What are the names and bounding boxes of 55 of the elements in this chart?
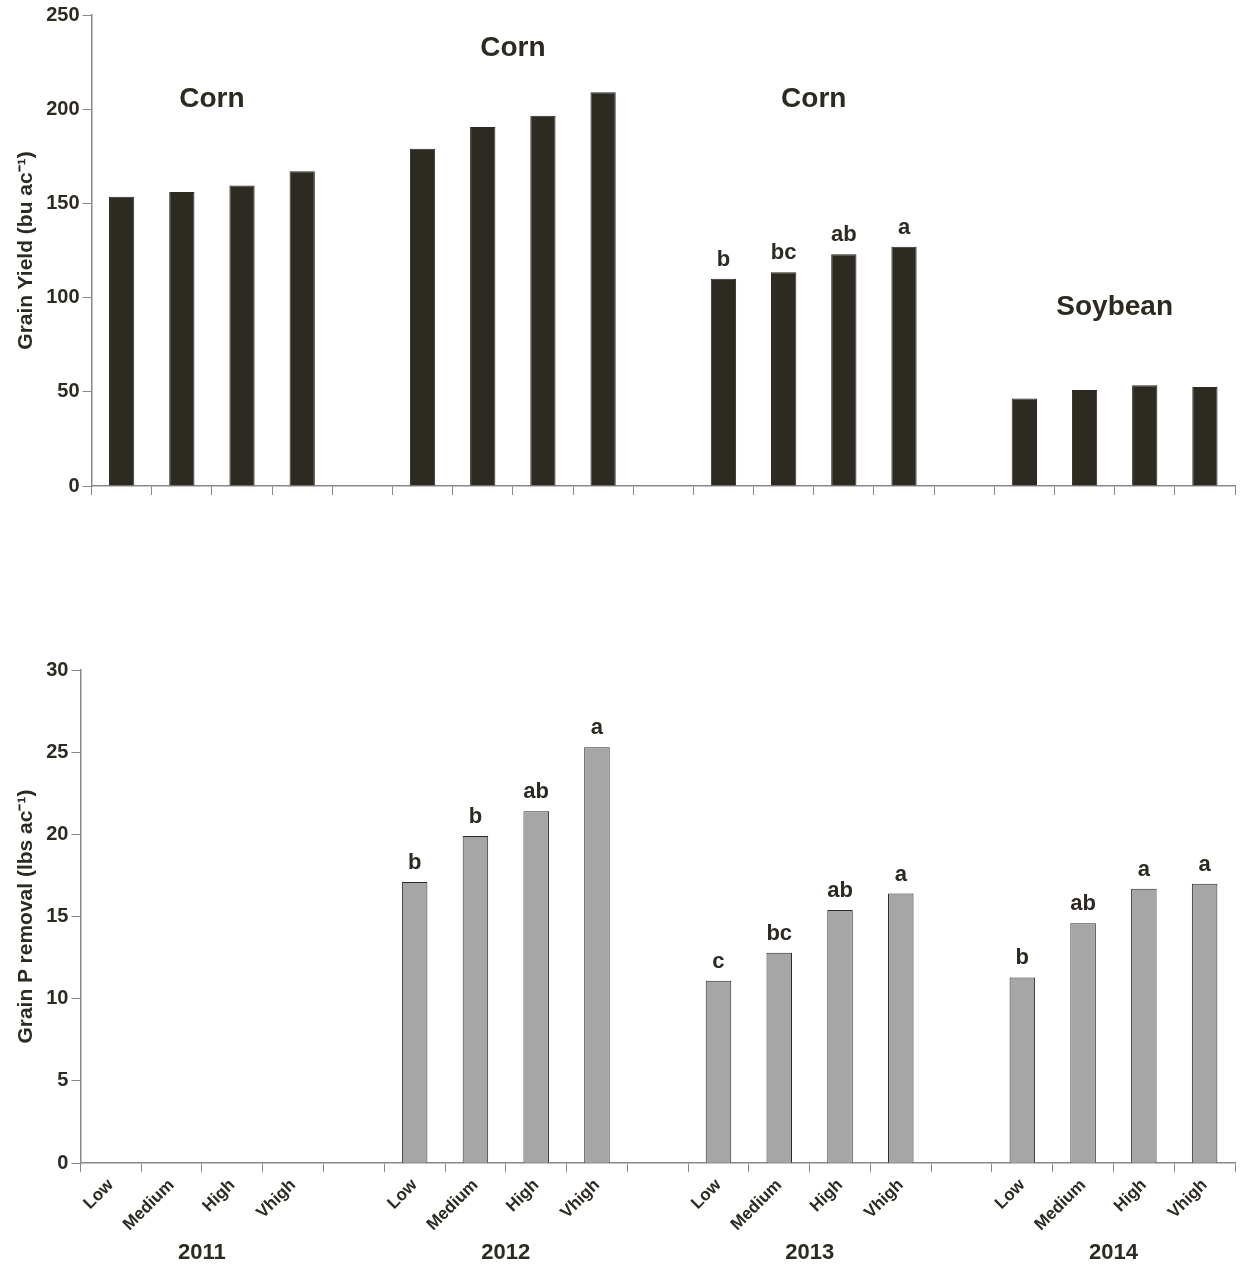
- annotation: Corn: [781, 82, 847, 114]
- y-tick-label: 10: [46, 986, 69, 1009]
- data-label: a: [897, 213, 911, 239]
- data-label: c: [712, 947, 725, 973]
- y-axis-title: Grain P removal (lbs ac⁻¹): [13, 789, 37, 1044]
- bar: [710, 278, 737, 486]
- annotation: Corn: [179, 82, 245, 114]
- text: 2014: [1088, 1239, 1139, 1265]
- data-label: a: [590, 714, 604, 740]
- bar: [771, 272, 797, 486]
- data-label: b: [1015, 944, 1030, 970]
- data-label: b: [407, 849, 422, 875]
- annotation: Corn: [480, 30, 546, 62]
- bar: [470, 127, 496, 486]
- y-axis-title: Grain Yield (bu ac⁻¹): [13, 151, 37, 350]
- data-label: ab: [523, 778, 550, 804]
- data-label: a: [1198, 850, 1212, 876]
- bar: [891, 246, 917, 486]
- text: 2011: [178, 1239, 226, 1265]
- bar: [831, 254, 857, 486]
- bar: [590, 92, 616, 486]
- y-tick-label: 15: [46, 904, 69, 927]
- annotation: Soybean: [1056, 289, 1173, 321]
- text: 2012: [481, 1239, 531, 1265]
- data-label: ab: [827, 877, 853, 903]
- data-label: ab: [1070, 890, 1096, 916]
- data-label: bc: [766, 919, 793, 945]
- y-tick-label: 150: [46, 190, 80, 213]
- bar: [1011, 398, 1038, 486]
- text: 2013: [785, 1239, 835, 1265]
- y-tick-label: 0: [57, 1150, 69, 1173]
- y-tick-label: 100: [46, 285, 80, 308]
- y-tick-label: 20: [46, 821, 69, 844]
- bar: [409, 148, 436, 486]
- y-tick-label: 250: [46, 2, 80, 25]
- bar: [229, 185, 255, 486]
- bar: [169, 192, 195, 486]
- data-label: a: [1137, 855, 1151, 881]
- data-label: ab: [830, 221, 857, 247]
- y-tick-label: 30: [46, 657, 69, 680]
- y-tick-label: 0: [68, 473, 80, 496]
- y-tick-label: 200: [46, 96, 80, 119]
- data-label: b: [716, 245, 731, 271]
- y-tick-label: 25: [46, 739, 69, 762]
- data-label: bc: [770, 239, 797, 265]
- data-label: b: [468, 803, 483, 829]
- y-tick-label: 5: [57, 1068, 69, 1091]
- bar: [1071, 389, 1098, 486]
- bar: [1192, 387, 1218, 486]
- data-label: a: [894, 860, 908, 886]
- bar: [289, 171, 315, 486]
- y-tick-label: 50: [57, 379, 80, 402]
- bar: [1132, 385, 1158, 486]
- bar: [530, 115, 556, 486]
- bar: [109, 196, 135, 486]
